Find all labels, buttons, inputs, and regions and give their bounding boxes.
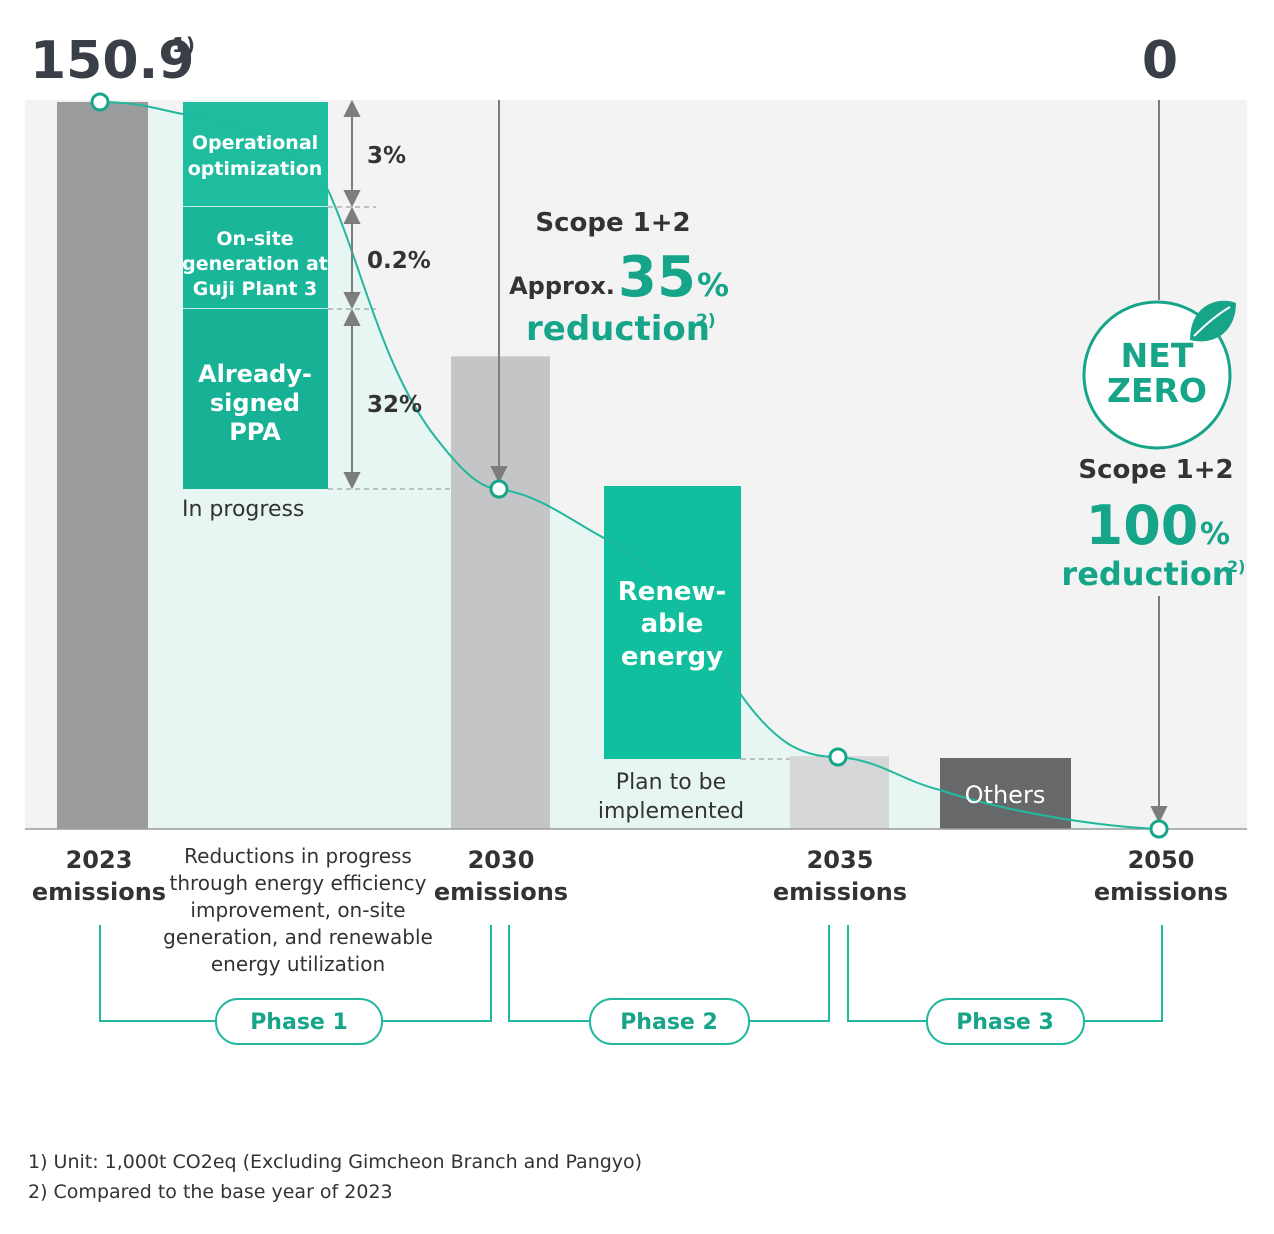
svg-text:improvement, on-site: improvement, on-site — [190, 898, 405, 922]
callout-2030-number: 35 — [618, 245, 696, 310]
callout-2050-scope: Scope 1+2 — [1078, 455, 1233, 485]
curve-markers — [90, 92, 1169, 839]
callout-2050-percent: % — [1200, 517, 1230, 552]
phase-2-pill — [589, 998, 750, 1045]
callout-arrows — [490, 100, 1168, 824]
label-others: Others — [965, 781, 1046, 809]
category-2030-l1: 2030 — [468, 846, 535, 874]
percent-brackets — [343, 99, 361, 490]
callout-2050-word: reduction — [1061, 555, 1234, 593]
category-2023-l2: emissions — [32, 878, 166, 906]
bar-2035 — [790, 756, 889, 829]
label-renewable-l3: energy — [621, 642, 723, 672]
dashed-guides — [328, 206, 790, 760]
percent-onsite: 0.2% — [367, 248, 431, 274]
start-value-sup: 1) — [172, 33, 195, 57]
callout-2050-sup: 2) — [1227, 557, 1245, 576]
label-onsite-l3: Guji Plant 3 — [193, 278, 317, 300]
phase-pills: Phase 1 Phase 2 Phase 3 — [215, 998, 1085, 1045]
callout-2050: NET ZERO Scope 1+2 100 % reduction 2) — [1061, 300, 1245, 593]
phase-2-label: Phase 2 — [620, 1010, 718, 1035]
label-ppa-l3: PPA — [229, 418, 281, 446]
callout-2030-word: reduction — [526, 309, 710, 349]
bar-2023 — [57, 102, 148, 829]
marker-2023 — [90, 92, 110, 112]
marker-2035 — [828, 747, 848, 767]
emission-bars — [57, 102, 889, 829]
category-2050-l1: 2050 — [1128, 846, 1195, 874]
block-4 — [604, 486, 741, 759]
label-renewable-l2: able — [641, 609, 704, 639]
emission-curve — [99, 101, 1160, 830]
callout-2030-sup: 2) — [696, 311, 716, 331]
badge-net: NET — [1121, 336, 1194, 375]
in-progress-label: In progress — [182, 497, 304, 522]
svg-text:through energy efficiency: through energy efficiency — [170, 871, 427, 895]
phase-1-pill — [215, 998, 383, 1045]
block-labels: Operational optimization On-site generat… — [182, 132, 1045, 809]
label-ppa-l1: Already- — [198, 360, 312, 388]
marker-2030 — [489, 479, 509, 499]
bar-2030 — [451, 356, 550, 829]
label-operational-l2: optimization — [188, 158, 323, 180]
callout-2030-percent: % — [697, 266, 729, 304]
category-labels: 2023 emissions 2030 emissions 2035 emiss… — [32, 846, 1228, 906]
label-ppa-l2: signed — [210, 389, 300, 417]
callout-2030: Scope 1+2 Approx. 35 % reduction 2) — [509, 208, 729, 349]
phase-3-label: Phase 3 — [956, 1010, 1054, 1035]
category-2050-l2: emissions — [1094, 878, 1228, 906]
label-onsite-l1: On-site — [216, 228, 293, 250]
block-3 — [183, 309, 328, 489]
footnote-unit: 1) Unit: 1,000t CO2eq (Excluding Gimcheo… — [28, 1151, 643, 1173]
percent-ppa: 32% — [367, 392, 422, 418]
category-2023-l1: 2023 — [66, 846, 133, 874]
category-2035-l1: 2035 — [807, 846, 874, 874]
plan-label-l1: Plan to be — [616, 770, 726, 795]
block-2 — [183, 207, 328, 309]
category-2030-l2: emissions — [434, 878, 568, 906]
percent-operational: 3% — [367, 143, 406, 169]
reduction-area-fill — [100, 102, 1159, 829]
svg-text:Reductions in progress: Reductions in progress — [184, 844, 412, 868]
callout-2050-number: 100 — [1086, 494, 1199, 557]
phase-3-pill — [926, 998, 1085, 1045]
svg-text:energy utilization: energy utilization — [211, 952, 385, 976]
reduction-blocks — [183, 102, 1071, 829]
marker-2050 — [1149, 819, 1169, 839]
footnote-baseline: 2) Compared to the base year of 2023 — [28, 1181, 393, 1203]
svg-text:generation, and renewable: generation, and renewable — [163, 925, 433, 949]
badge-zero: ZERO — [1107, 371, 1207, 410]
label-onsite-l2: generation at — [182, 253, 328, 275]
phase1-description: Reductions in progress through energy ef… — [163, 844, 433, 976]
callout-2030-approx: Approx. — [509, 272, 615, 300]
end-value-label: 0 — [1142, 31, 1178, 91]
block-1 — [183, 102, 328, 207]
category-2035-l2: emissions — [773, 878, 907, 906]
plan-label-l2: implemented — [598, 799, 744, 824]
callout-2030-scope: Scope 1+2 — [535, 208, 690, 238]
phase-1-label: Phase 1 — [250, 1010, 348, 1035]
start-value-label: 150.9 — [30, 31, 194, 91]
label-renewable-l1: Renew- — [618, 577, 727, 607]
label-operational-l1: Operational — [192, 132, 318, 154]
